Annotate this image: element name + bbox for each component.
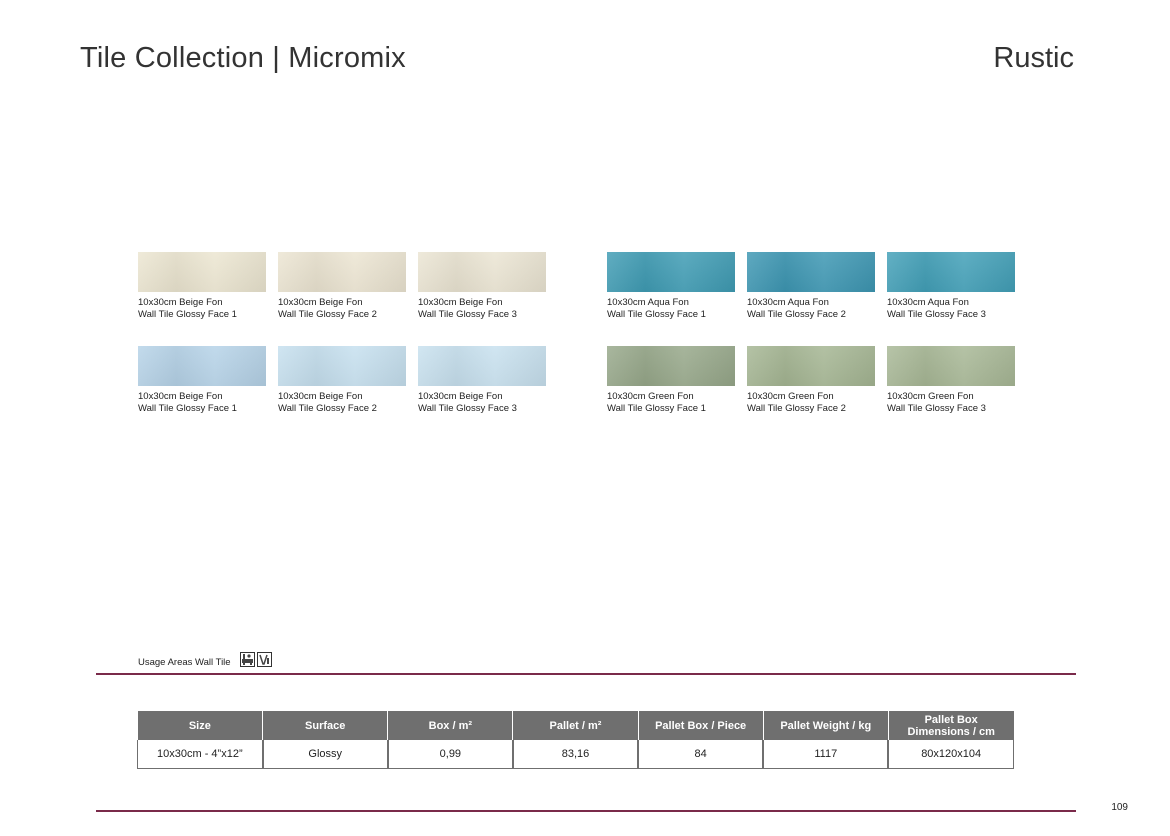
tile-caption: 10x30cm Beige Fon Wall Tile Glossy Face 2 [278, 391, 377, 414]
page-title: Tile Collection | Micromix [80, 42, 406, 74]
cell-size: 10x30cm - 4”x12” [136, 740, 264, 769]
tile-caption: 10x30cm Aqua Fon Wall Tile Glossy Face 1 [607, 297, 706, 320]
header-pallet-weight: Pallet Weight / kg [762, 711, 889, 740]
tile-swatch[interactable] [138, 346, 266, 386]
tile-caption: 10x30cm Beige Fon Wall Tile Glossy Face 3 [418, 391, 517, 414]
tile-swatch[interactable] [607, 346, 735, 386]
tile-swatch[interactable] [887, 252, 1015, 292]
cell-pallet-dimensions: 80x120x104 [887, 740, 1015, 769]
tile-caption: 10x30cm Green Fon Wall Tile Glossy Face 2 [747, 391, 846, 414]
cell-pallet-box-piece: 84 [637, 740, 764, 769]
tile-caption: 10x30cm Beige Fon Wall Tile Glossy Face 1 [138, 297, 237, 320]
header-surface: Surface [262, 711, 388, 740]
tile-caption: 10x30cm Beige Fon Wall Tile Glossy Face 2 [278, 297, 377, 320]
usage-areas-label: Usage Areas Wall Tile [138, 657, 231, 668]
tile-swatch[interactable] [138, 252, 266, 292]
page-number: 109 [1111, 802, 1128, 813]
tile-swatch[interactable] [887, 346, 1015, 386]
bathroom-icon [240, 652, 255, 667]
top-divider [96, 673, 1076, 675]
kitchen-icon [257, 652, 272, 667]
tile-swatch[interactable] [278, 252, 406, 292]
tile-swatch[interactable] [418, 346, 546, 386]
tile-swatch[interactable] [747, 346, 875, 386]
tile-caption: 10x30cm Green Fon Wall Tile Glossy Face 3 [887, 391, 986, 414]
tile-caption: 10x30cm Aqua Fon Wall Tile Glossy Face 2 [747, 297, 846, 320]
bottom-divider [96, 810, 1076, 812]
table-row: 10x30cm - 4”x12” Glossy 0,99 83,16 84 11… [136, 740, 1015, 769]
header-size: Size [137, 711, 263, 740]
cell-box-m2: 0,99 [386, 740, 514, 769]
tile-caption: 10x30cm Aqua Fon Wall Tile Glossy Face 3 [887, 297, 986, 320]
tile-swatch[interactable] [607, 252, 735, 292]
usage-icons [240, 652, 272, 667]
tile-caption: 10x30cm Green Fon Wall Tile Glossy Face 1 [607, 391, 706, 414]
header-box-m2: Box / m² [387, 711, 513, 740]
tile-swatch[interactable] [278, 346, 406, 386]
tile-swatch[interactable] [747, 252, 875, 292]
tile-caption: 10x30cm Beige Fon Wall Tile Glossy Face 1 [138, 391, 237, 414]
cell-pallet-m2: 83,16 [511, 740, 639, 769]
table-header-row: Size Surface Box / m² Pallet / m² Pallet… [137, 711, 1014, 740]
header-pallet-box-piece: Pallet Box / Piece [637, 711, 764, 740]
cell-pallet-weight: 1117 [762, 740, 889, 769]
header-pallet-dimensions: Pallet Box Dimensions / cm [887, 711, 1014, 740]
header-pallet-m2: Pallet / m² [512, 711, 639, 740]
tile-caption: 10x30cm Beige Fon Wall Tile Glossy Face 3 [418, 297, 517, 320]
category-label: Rustic [993, 42, 1074, 74]
cell-surface: Glossy [261, 740, 389, 769]
spec-table: Size Surface Box / m² Pallet / m² Pallet… [136, 711, 1015, 769]
tile-swatch[interactable] [418, 252, 546, 292]
